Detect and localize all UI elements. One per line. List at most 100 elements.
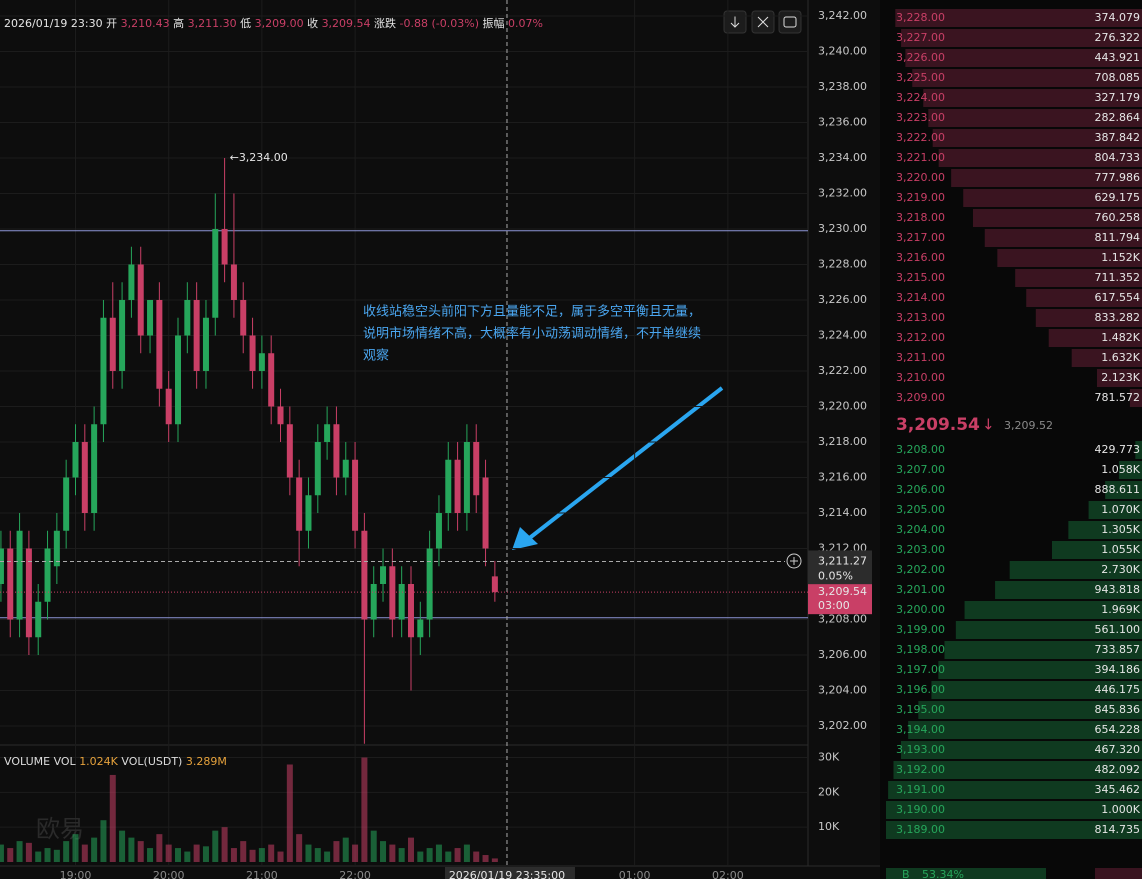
ask-depth-bar [905,49,1142,67]
bid-price: 3,201.00 [896,583,945,596]
bid-amount: 1.058K [1101,463,1140,476]
candle-body [184,299,191,336]
candle-body [324,424,331,442]
candle-body [389,566,396,620]
bid-amount: 814.735 [1095,823,1141,836]
ask-price: 3,216.00 [896,251,945,264]
vol-tick-label: 10K [818,820,840,833]
ask-amount: 443.921 [1095,51,1141,64]
bid-amount: 1.305K [1101,523,1140,536]
bid-depth-bar [918,701,1142,719]
ask-amount: 1.482K [1101,331,1140,344]
crosshair-pct: 0.05% [818,569,853,582]
add-alert-button[interactable] [786,553,802,569]
candle-body [473,441,480,496]
candle-body [35,601,42,638]
mid-arrow: ↓ [982,416,995,434]
ask-amount: 282.864 [1095,111,1141,124]
header-high-label: 高 [173,16,184,30]
volume-bar [147,848,154,862]
candle-body [202,317,209,371]
candle-body [44,548,51,602]
volume-bar [221,827,228,862]
crosshair-x-box [444,867,575,879]
volume-bar [53,849,60,862]
ask-price: 3,211.00 [896,351,945,364]
ask-amount: 629.175 [1095,191,1141,204]
bid-price: 3,196.00 [896,683,945,696]
candle-body [109,317,116,371]
bid-amount: 845.836 [1095,703,1141,716]
bid-depth-bar [1135,441,1142,459]
ask-depth-bar [938,149,1142,167]
countdown: 03:00 [818,599,850,612]
ask-amount: 617.554 [1095,291,1141,304]
bid-amount: 429.773 [1095,443,1141,456]
ask-amount: 760.258 [1095,211,1141,224]
candle-body [314,441,321,496]
fullscreen-button[interactable] [778,10,802,34]
bid-amount: 1.000K [1101,803,1140,816]
candle-body [352,459,359,531]
bid-amount: 1.055K [1101,543,1140,556]
bid-depth-bar [1118,461,1142,479]
candle-body [417,619,424,638]
annotation-arrow [525,386,724,542]
volume-bar [16,841,23,862]
volume-bar [296,834,303,862]
y-tick-label: 3,234.00 [818,151,867,164]
candle-body [342,459,349,478]
volume-bar [156,834,163,862]
volume-bar [0,844,4,862]
candle-body [91,424,98,513]
bid-amount: 1.969K [1101,603,1140,616]
bid-amount: 467.320 [1095,743,1141,756]
volume-bar [212,830,219,862]
header-change: -0.88 (-0.03%) [400,17,479,30]
volume-bar [407,837,414,862]
bid-amount: 2.730K [1101,563,1140,576]
ask-depth-bar [1096,369,1142,387]
bid-amount: 482.092 [1095,763,1141,776]
candle-body [7,548,14,620]
bid-amount: 394.186 [1095,663,1141,676]
ask-price: 3,215.00 [896,271,945,284]
volume-bar [25,842,32,862]
last-price-box [808,584,872,615]
header-low: 3,209.00 [255,17,304,30]
bid-depth-bar [1052,541,1142,559]
bid-amount: 561.100 [1095,623,1141,636]
candle-body [137,264,144,336]
ask-price: 3,209.00 [896,391,945,404]
candle-body [193,299,200,371]
ask-price: 3,218.00 [896,211,945,224]
volume-bar [63,841,70,862]
bid-price: 3,191.00 [896,783,945,796]
annotation-text: 观察 [363,349,389,364]
y-tick-label: 3,218.00 [818,435,867,448]
candle-body [305,495,312,531]
x-tick-label: 22:00 [339,869,371,879]
ask-price: 3,210.00 [896,371,945,384]
candle-body [333,424,340,478]
sell-ratio-bar [1095,868,1142,879]
ask-depth-bar [963,189,1142,207]
bid-price: 3,207.00 [896,463,945,476]
ask-price: 3,222.00 [896,131,945,144]
bid-depth-bar [995,581,1142,599]
volume-usdt: 3.289M [186,755,227,768]
crosshair-x-label: 2026/01/19 23:35:00 [449,869,565,879]
candle-body [165,388,172,425]
bid-amount: 654.228 [1095,723,1141,736]
ask-amount: 833.282 [1095,311,1141,324]
ask-price: 3,219.00 [896,191,945,204]
header-time: 2026/01/19 23:30 [4,17,103,30]
ask-depth-bar [928,109,1142,127]
ask-depth-bar [912,69,1142,87]
x-tick-label: 02:00 [712,869,744,879]
bid-price: 3,192.00 [896,763,945,776]
candle-body [128,264,135,300]
volume-bar [175,848,182,862]
candle-body [175,335,182,425]
header-high: 3,211.30 [188,17,237,30]
